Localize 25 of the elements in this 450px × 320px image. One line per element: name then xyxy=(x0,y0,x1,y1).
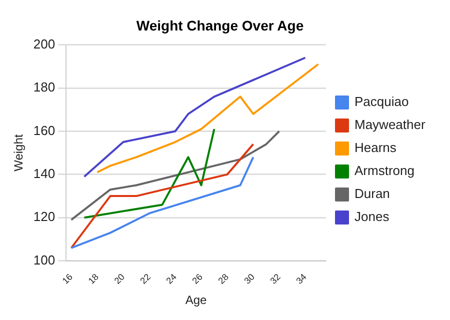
legend-label: Armstrong xyxy=(354,163,414,178)
legend-label: Hearns xyxy=(354,140,397,156)
x-tick-label: 20 xyxy=(112,272,126,286)
y-tick-label: 120 xyxy=(33,209,56,224)
x-tick-label: 18 xyxy=(86,272,100,286)
x-tick-label: 22 xyxy=(138,272,152,286)
x-axis-title: Age xyxy=(185,293,208,308)
y-tick-label: 180 xyxy=(33,80,56,95)
x-tick-label: 30 xyxy=(242,272,256,286)
x-tick-label: 34 xyxy=(294,272,308,286)
y-tick-label: 200 xyxy=(33,36,56,52)
chart-title: Weight Change Over Age xyxy=(136,17,304,34)
x-tick-label: 28 xyxy=(216,272,230,286)
x-tick-label: 26 xyxy=(190,272,204,286)
x-tick-label: 32 xyxy=(268,272,282,286)
x-tick-label: 24 xyxy=(164,272,178,286)
legend-label: Duran xyxy=(354,186,390,202)
legend-label: Mayweather xyxy=(354,117,426,132)
y-axis-title: Weight xyxy=(12,134,26,172)
legend-label: Pacquiao xyxy=(354,94,409,110)
legend-label: Jones xyxy=(354,209,390,224)
y-tick-label: 100 xyxy=(33,252,56,268)
y-tick-label: 140 xyxy=(33,166,56,182)
y-tick-label: 160 xyxy=(33,122,56,138)
x-tick-label: 16 xyxy=(60,272,74,286)
